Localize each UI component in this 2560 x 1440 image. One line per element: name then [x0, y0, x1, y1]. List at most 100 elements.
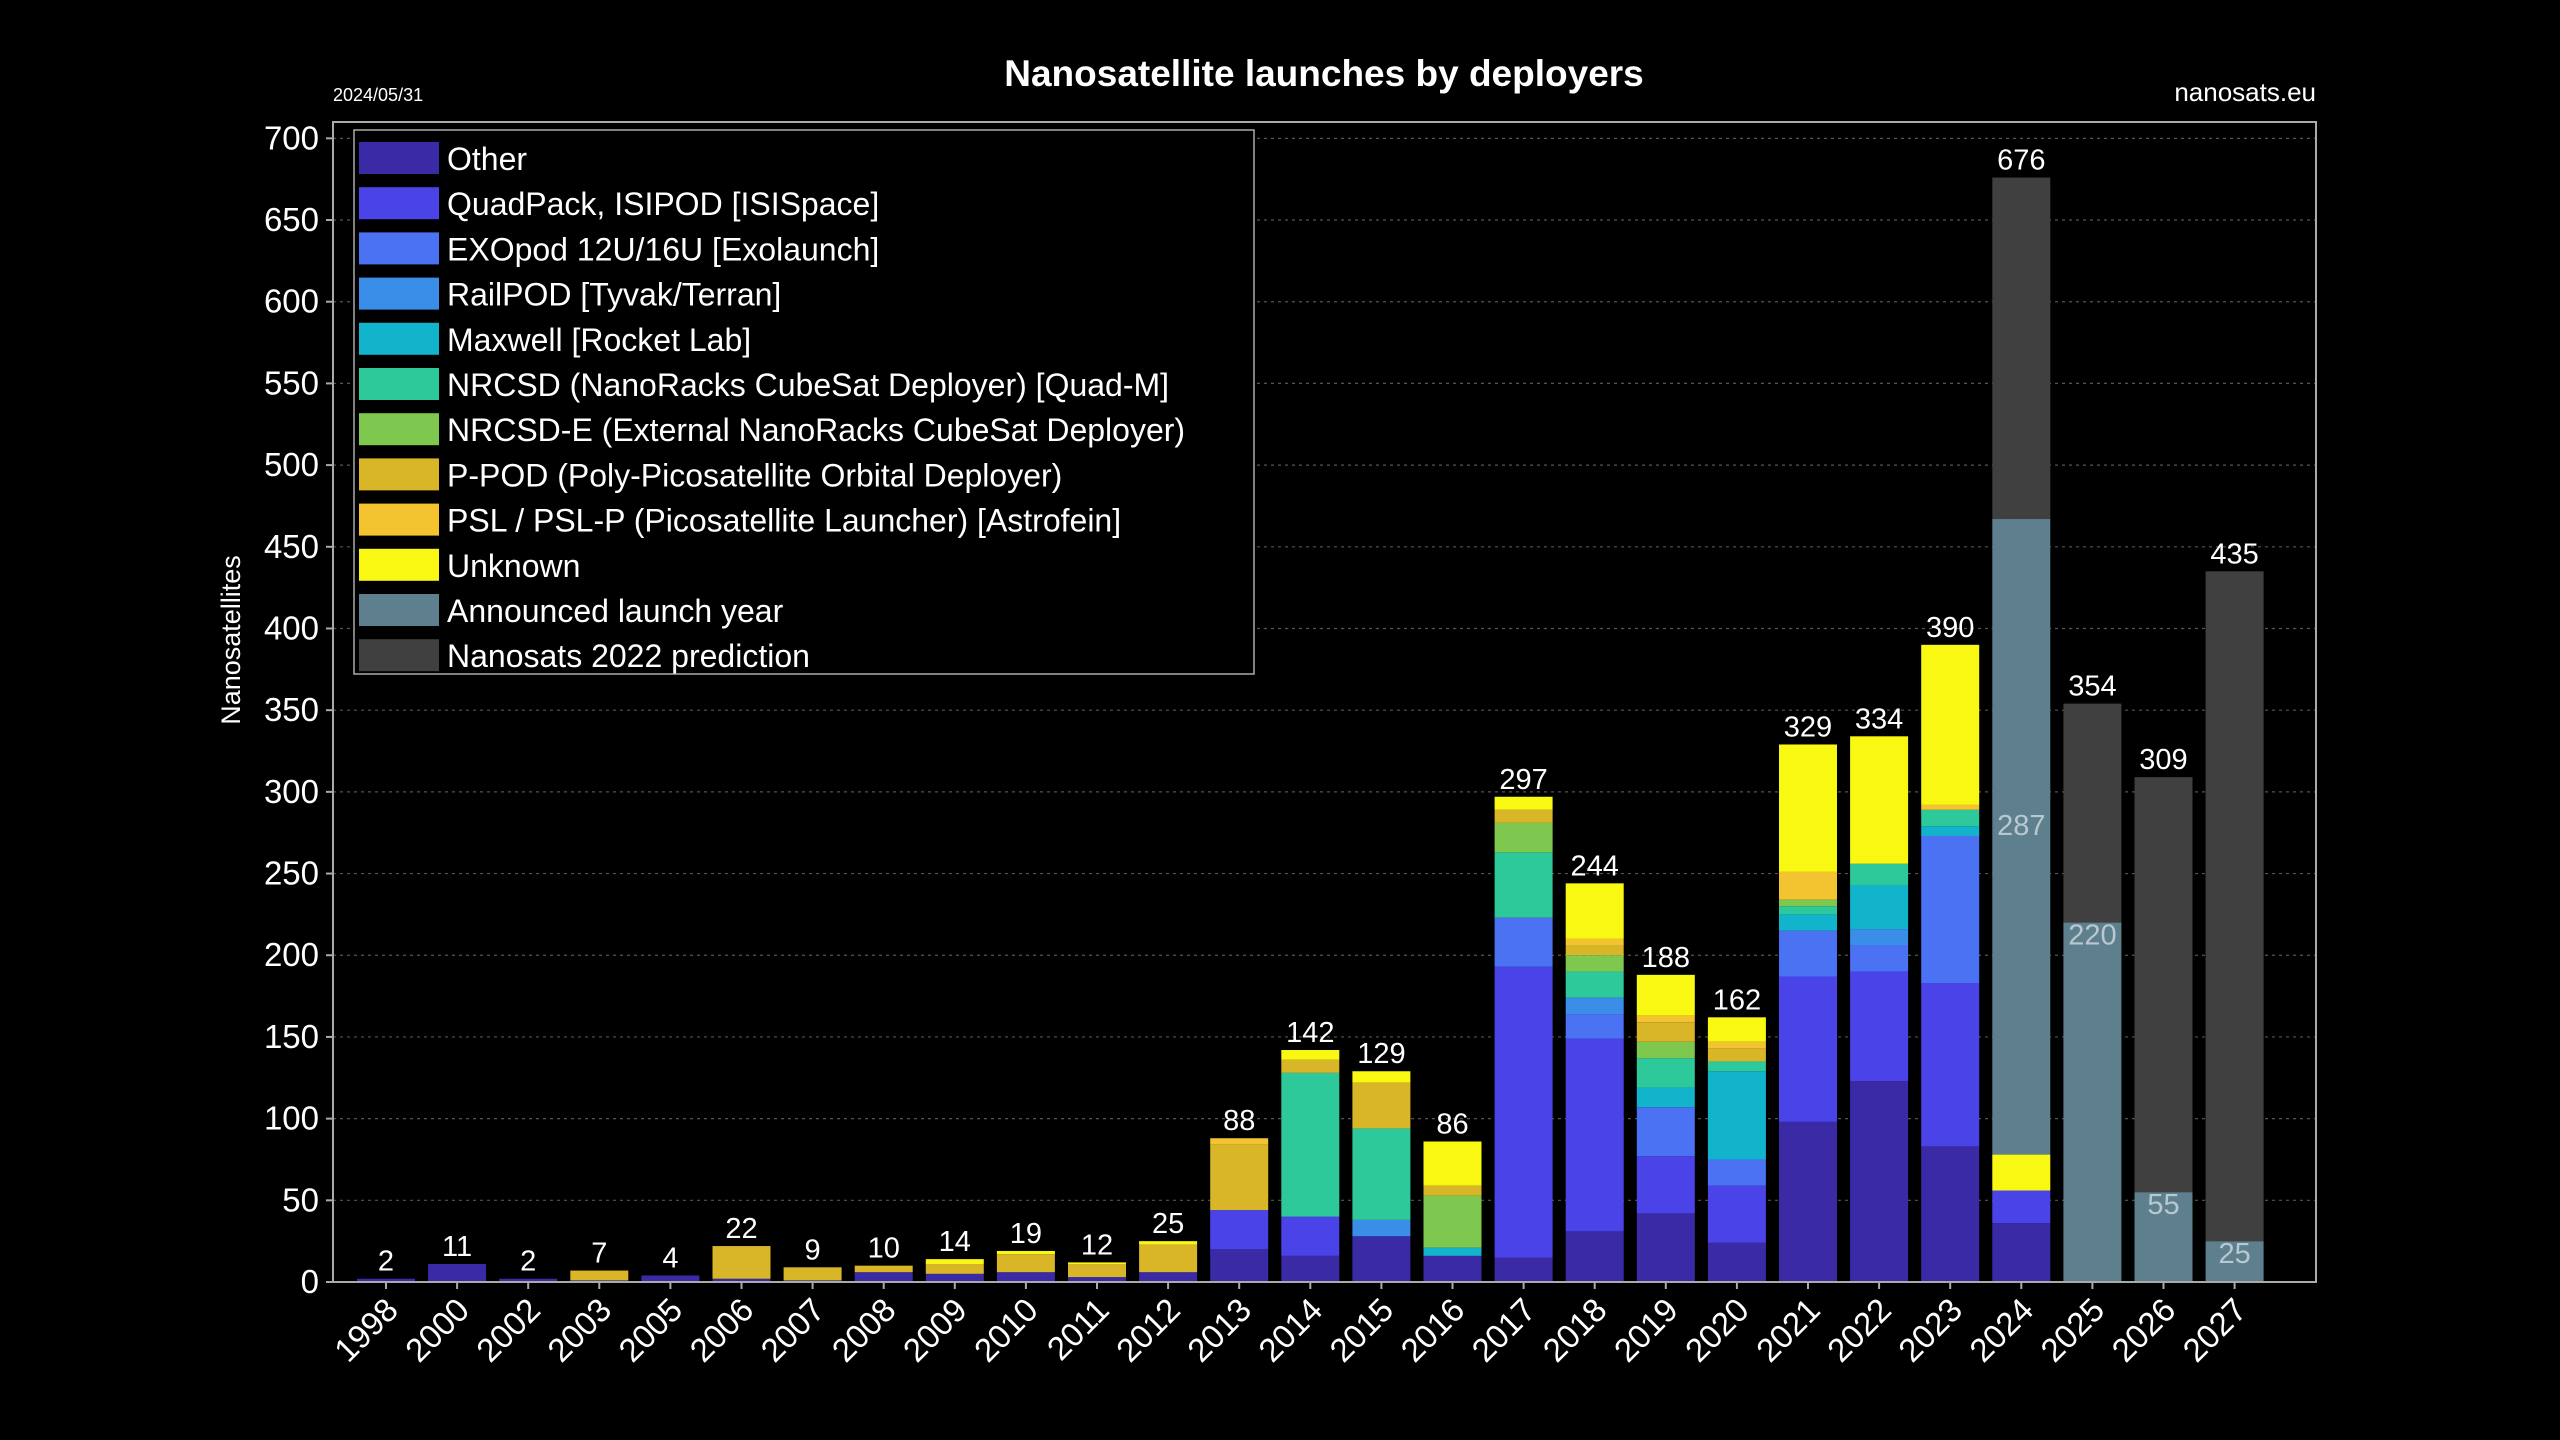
bar-segment [1281, 1216, 1340, 1256]
y-axis-label: Nanosatellites [216, 555, 246, 725]
bar-segment [1565, 883, 1624, 939]
x-tick-label: 2009 [896, 1291, 974, 1369]
bar-segment [1565, 955, 1624, 972]
announced-value-label: 220 [2068, 920, 2116, 952]
bar-total-label: 390 [1926, 612, 1974, 644]
bar-segment [1281, 1059, 1340, 1073]
x-tick-label: 2024 [1962, 1291, 2040, 1369]
y-tick-label: 400 [264, 609, 319, 646]
bar-segment [1921, 1146, 1980, 1282]
x-tick-label: 2025 [2033, 1291, 2111, 1369]
announced-value-label: 55 [2147, 1189, 2179, 1221]
bar-segment [783, 1267, 842, 1281]
y-tick-label: 600 [264, 283, 319, 320]
plot-frame [332, 121, 2317, 1283]
legend: Other QuadPack, ISIPOD [ISISpace] EXOpod 1… [353, 129, 1255, 675]
bar-total-label: 25 [1152, 1208, 1184, 1240]
bar-total-label: 22 [725, 1213, 757, 1245]
bar-segment [1494, 822, 1553, 853]
date-label: 2024/05/31 [333, 85, 423, 105]
y-tick-label: 450 [264, 528, 319, 565]
bar-segment [1423, 1255, 1482, 1282]
bar-segment [570, 1270, 629, 1281]
bar-segment [1850, 929, 1909, 946]
bar-total-label: 10 [868, 1233, 900, 1265]
y-tick-label: 100 [264, 1100, 319, 1137]
bar-segment [1565, 945, 1624, 956]
x-tick-label: 2021 [1749, 1291, 1827, 1369]
x-tick-label: 2026 [2104, 1291, 2182, 1369]
bar-segment [1352, 1128, 1411, 1220]
legend-swatch [359, 594, 439, 626]
bar-segment [1707, 1048, 1766, 1062]
bar-segment [1068, 1264, 1126, 1278]
bar-segment [2063, 703, 2122, 923]
bar-segment [712, 1278, 771, 1282]
bar-segment [1707, 1017, 1766, 1042]
legend-swatch [359, 503, 439, 536]
x-tick-label: 2008 [825, 1291, 903, 1369]
legend-swatch [359, 548, 439, 581]
x-tick-label: 2020 [1678, 1291, 1756, 1369]
bar-segment [1921, 809, 1980, 827]
x-tick-label: 2011 [1040, 1291, 1116, 1367]
y-tick-label: 500 [264, 446, 319, 483]
bar-segment [1494, 796, 1553, 810]
bar-segment [1636, 1022, 1695, 1042]
bar-segment [1921, 835, 1980, 984]
y-tick-label: 700 [264, 119, 319, 156]
legend-swatch [359, 187, 439, 220]
legend-swatch [359, 639, 439, 672]
bar-segment [1423, 1141, 1482, 1186]
bar-segment [1921, 983, 1980, 1147]
y-tick-label: 250 [264, 855, 319, 892]
bar-total-label: 9 [805, 1234, 821, 1266]
bar-segment [1992, 1223, 2051, 1282]
bar-segment [357, 1278, 415, 1282]
bar-segment [1707, 1041, 1766, 1049]
bar-segment [1707, 1185, 1766, 1243]
bar-total-label: 142 [1286, 1017, 1334, 1049]
bar-segment [1565, 997, 1624, 1015]
bar-segment [1139, 1272, 1198, 1282]
bar-total-label: 7 [591, 1238, 607, 1270]
x-tick-label: 2002 [469, 1291, 547, 1369]
legend-entry: Maxwell [Rocket Lab] [447, 322, 751, 358]
x-tick-label: 2005 [611, 1291, 689, 1369]
bar-segment [1707, 1061, 1766, 1072]
x-tick-label: 2014 [1251, 1291, 1329, 1369]
bar-segment [1565, 1231, 1624, 1282]
bar-segment [1281, 1050, 1340, 1060]
y-tick-label: 200 [264, 936, 319, 973]
bar-segment [1992, 177, 2051, 520]
bar-segment [1494, 917, 1553, 967]
bar-segment [1423, 1185, 1482, 1196]
bar-total-label: 88 [1223, 1105, 1255, 1137]
bar-segment [1921, 804, 1980, 810]
bar-total-label: 12 [1081, 1229, 1113, 1261]
x-tick-label: 2022 [1820, 1291, 1898, 1369]
bar-total-label: 309 [2139, 744, 2187, 776]
bar-segment [1779, 914, 1837, 931]
bar-segment [1921, 826, 1980, 836]
bar-segment [854, 1272, 913, 1282]
bar-total-label: 129 [1357, 1038, 1405, 1070]
bar-segment [1850, 971, 1909, 1082]
y-tick-label: 300 [264, 773, 319, 810]
y-tick-label: 550 [264, 364, 319, 401]
bar-segment [1850, 884, 1909, 930]
y-axis: 0 50 100 150 200 250 300 350 400 450 500 550 600 650 7… [264, 119, 333, 1300]
bar-segment [1210, 1249, 1269, 1282]
legend-entry: Unknown [447, 548, 580, 584]
bar-segment [1636, 1041, 1695, 1059]
bar-segment [1779, 906, 1837, 915]
bar-segment [1352, 1236, 1411, 1282]
legend-entry: Nanosats 2022 prediction [447, 638, 810, 674]
bar-segment [925, 1259, 984, 1265]
bar-segment [1850, 863, 1909, 885]
bar-segment [2063, 922, 2122, 1282]
bar-total-label: 435 [2210, 538, 2258, 570]
bar-segment [1494, 809, 1553, 823]
bar-segment [1281, 1255, 1340, 1282]
